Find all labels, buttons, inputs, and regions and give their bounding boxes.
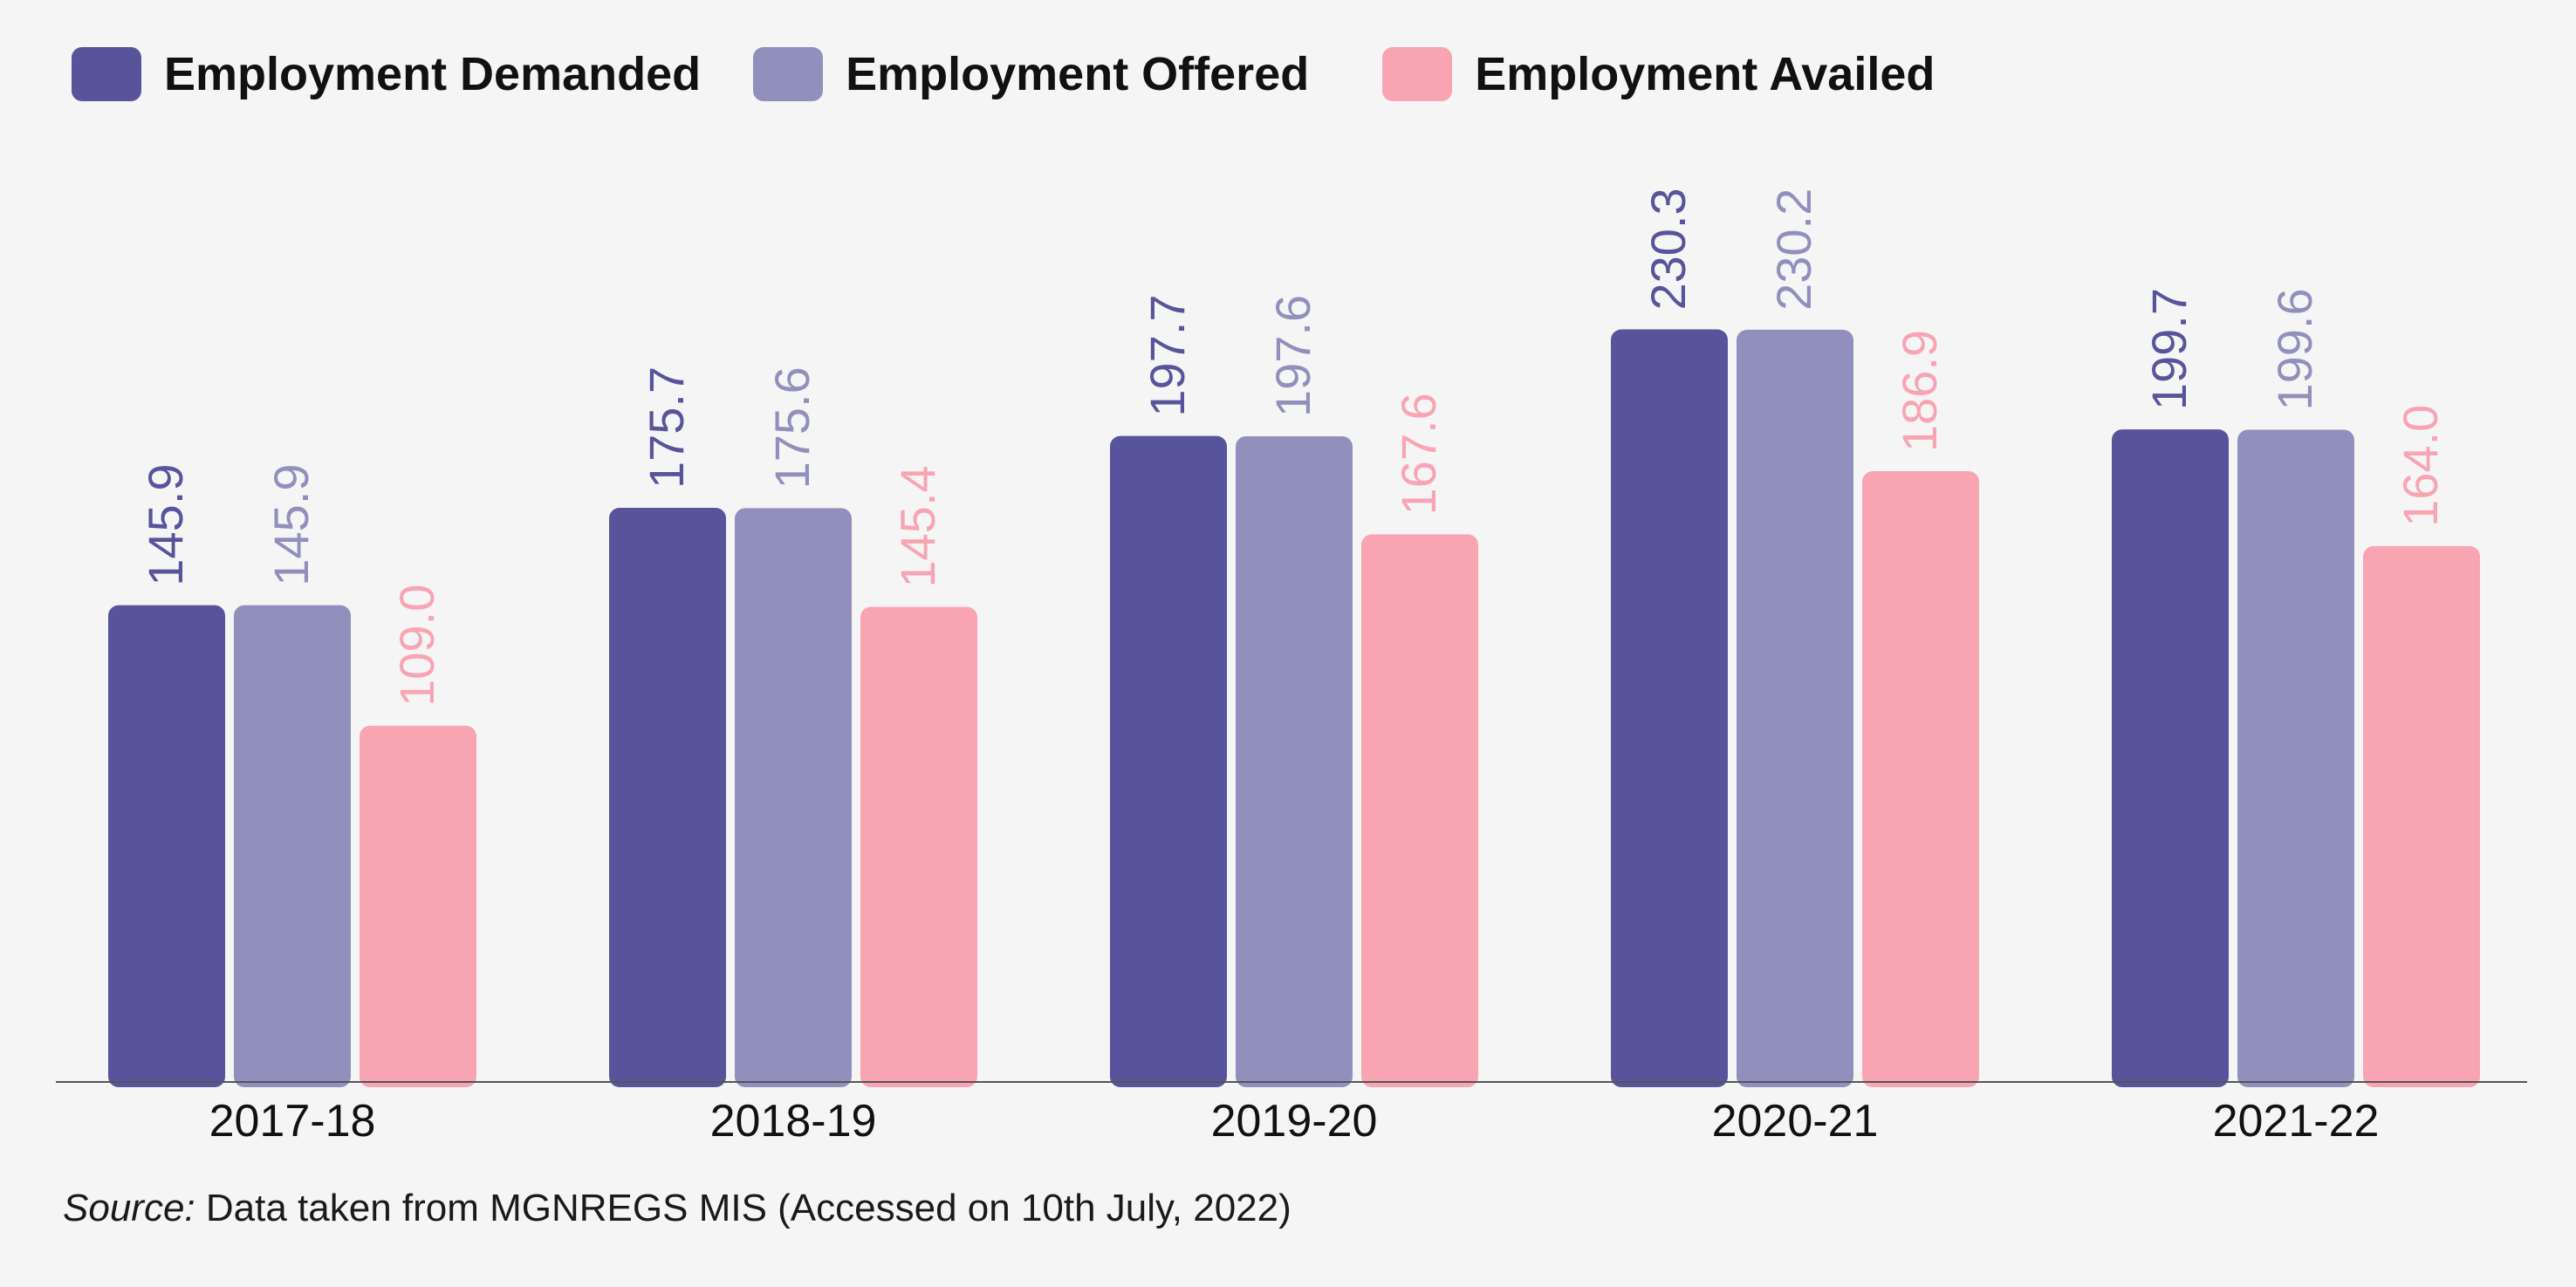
data-label-2020-21-employment-demanded: 230.3	[1641, 188, 1696, 310]
bar-2020-21-employment-availed	[1862, 471, 1979, 1087]
bar-2021-22-employment-demanded	[2112, 429, 2229, 1087]
bar-2018-19-employment-demanded	[609, 508, 726, 1087]
data-label-2018-19-employment-demanded: 175.7	[639, 366, 694, 489]
legend-swatch-demanded	[72, 47, 141, 101]
data-label-2017-18-employment-offered: 145.9	[264, 463, 319, 585]
data-label-2021-22-employment-demanded: 199.7	[2141, 288, 2196, 410]
x-tick-label: 2018-19	[710, 1096, 877, 1147]
legend: Employment Demanded Employment Offered E…	[72, 45, 1987, 103]
x-tick-label: 2017-18	[209, 1096, 376, 1147]
bar-2021-22-employment-availed	[2363, 545, 2480, 1087]
bar-2019-20-employment-offered	[1236, 435, 1353, 1087]
x-tick-label: 2020-21	[1712, 1096, 1879, 1147]
legend-label-demanded: Employment Demanded	[164, 48, 702, 100]
data-label-2020-21-employment-availed: 186.9	[1892, 330, 1947, 452]
x-tick-label: 2021-22	[2213, 1096, 2380, 1147]
legend-label-availed: Employment Availed	[1475, 48, 1935, 100]
bar-2017-18-employment-availed	[360, 725, 476, 1087]
data-label-2020-21-employment-offered: 230.2	[1766, 188, 1821, 311]
source-note: Source: Data taken from MGNREGS MIS (Acc…	[63, 1187, 1291, 1230]
bar-2017-18-employment-offered	[234, 605, 351, 1087]
legend-item-availed: Employment Availed	[1382, 47, 1935, 101]
bar-2020-21-employment-demanded	[1611, 329, 1728, 1087]
data-label-2019-20-employment-offered: 197.6	[1265, 295, 1320, 417]
bar-2018-19-employment-availed	[860, 606, 977, 1087]
legend-item-demanded: Employment Demanded	[72, 47, 701, 101]
data-label-2019-20-employment-demanded: 197.7	[1140, 294, 1195, 416]
data-label-2018-19-employment-availed: 145.4	[890, 465, 945, 587]
legend-item-offered: Employment Offered	[753, 47, 1309, 101]
data-label-2018-19-employment-offered: 175.6	[764, 366, 819, 489]
data-label-2019-20-employment-availed: 167.6	[1391, 393, 1446, 515]
bar-2018-19-employment-offered	[735, 508, 852, 1087]
bar-2021-22-employment-offered	[2237, 429, 2354, 1087]
bar-2019-20-employment-availed	[1361, 534, 1478, 1087]
x-tick-label: 2019-20	[1211, 1096, 1378, 1147]
source-text: Data taken from MGNREGS MIS (Accessed on…	[195, 1187, 1291, 1229]
legend-swatch-offered	[753, 47, 824, 101]
data-label-2017-18-employment-demanded: 145.9	[138, 463, 193, 585]
data-label-2017-18-employment-availed: 109.0	[389, 585, 444, 707]
legend-swatch-availed	[1382, 47, 1453, 101]
bar-2020-21-employment-offered	[1737, 329, 1853, 1087]
bar-2019-20-employment-demanded	[1110, 435, 1227, 1087]
source-label: Source:	[63, 1187, 195, 1229]
bar-2017-18-employment-demanded	[108, 605, 225, 1087]
legend-label-offered: Employment Offered	[846, 48, 1310, 100]
data-label-2021-22-employment-offered: 199.6	[2267, 288, 2322, 410]
data-label-2021-22-employment-availed: 164.0	[2393, 405, 2448, 527]
